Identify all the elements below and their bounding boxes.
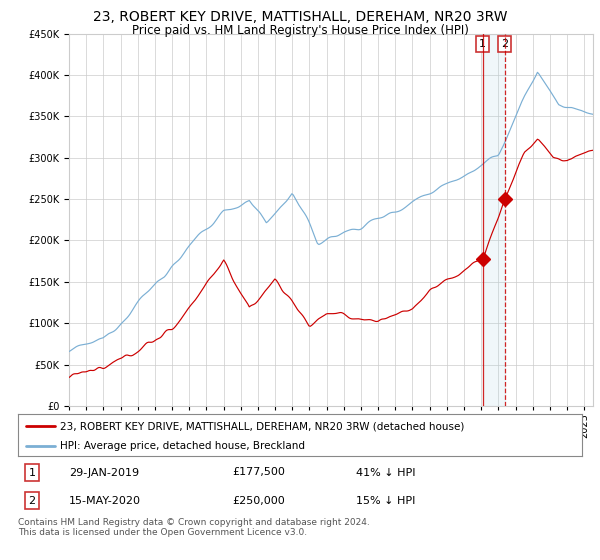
Text: 1: 1 <box>479 39 486 49</box>
Text: 23, ROBERT KEY DRIVE, MATTISHALL, DEREHAM, NR20 3RW: 23, ROBERT KEY DRIVE, MATTISHALL, DEREHA… <box>93 10 507 24</box>
Text: £177,500: £177,500 <box>232 468 285 478</box>
Text: HPI: Average price, detached house, Breckland: HPI: Average price, detached house, Brec… <box>60 441 305 451</box>
Text: 1: 1 <box>29 468 35 478</box>
Text: 2: 2 <box>29 496 35 506</box>
Text: 23, ROBERT KEY DRIVE, MATTISHALL, DEREHAM, NR20 3RW (detached house): 23, ROBERT KEY DRIVE, MATTISHALL, DEREHA… <box>60 421 464 431</box>
Text: £250,000: £250,000 <box>232 496 285 506</box>
Text: 15% ↓ HPI: 15% ↓ HPI <box>356 496 416 506</box>
Text: 2: 2 <box>501 39 508 49</box>
Text: 15-MAY-2020: 15-MAY-2020 <box>69 496 141 506</box>
Text: Price paid vs. HM Land Registry's House Price Index (HPI): Price paid vs. HM Land Registry's House … <box>131 24 469 36</box>
Text: 41% ↓ HPI: 41% ↓ HPI <box>356 468 416 478</box>
Bar <box>482 34 505 406</box>
Text: 29-JAN-2019: 29-JAN-2019 <box>69 468 139 478</box>
Text: Contains HM Land Registry data © Crown copyright and database right 2024.
This d: Contains HM Land Registry data © Crown c… <box>18 518 370 538</box>
